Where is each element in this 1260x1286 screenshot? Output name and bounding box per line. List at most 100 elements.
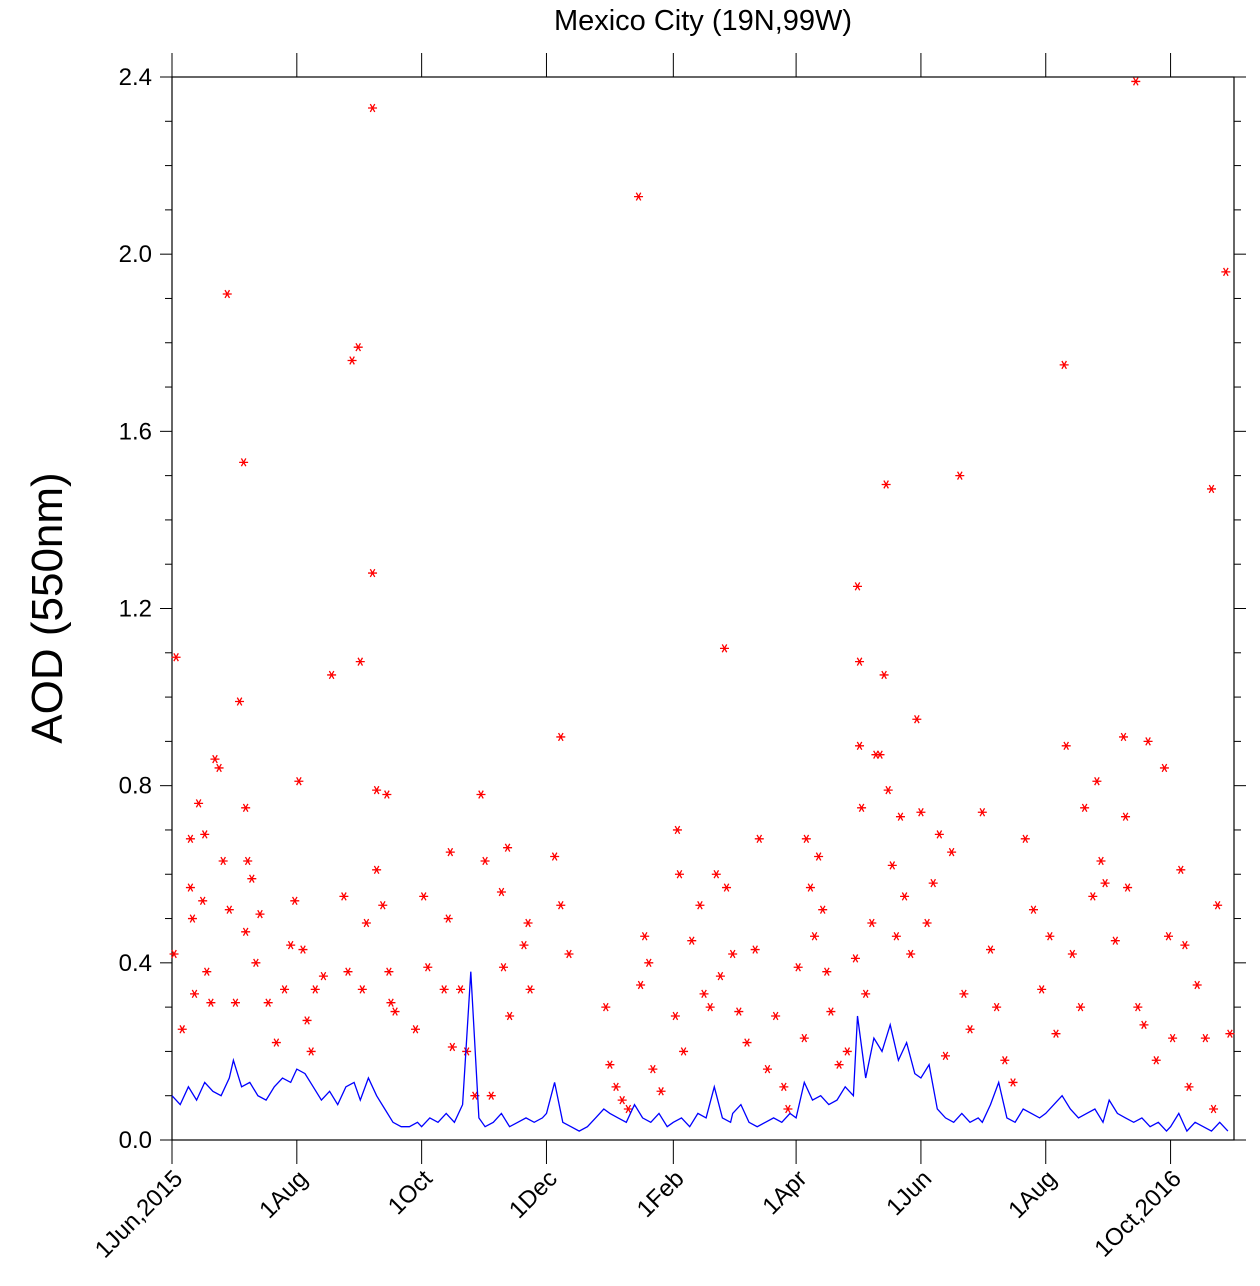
aod-point <box>318 971 328 981</box>
aod-point <box>648 1064 658 1074</box>
aod-point <box>855 657 865 666</box>
aod-point <box>887 861 897 870</box>
aod-point <box>556 732 566 742</box>
aod-point <box>386 998 396 1007</box>
aod-point <box>498 963 508 972</box>
x-tick-label: 1Oct <box>383 1165 438 1220</box>
aod-point <box>861 989 871 999</box>
aod-point <box>879 670 889 680</box>
aod-point <box>171 652 181 662</box>
aod-point <box>1213 901 1223 910</box>
aod-point <box>177 1025 187 1034</box>
aod-point <box>985 945 995 954</box>
aod-point <box>1088 892 1098 901</box>
aod-point <box>419 892 429 901</box>
aod-point <box>855 741 865 751</box>
aod-point <box>793 963 803 972</box>
aod-point <box>867 918 877 928</box>
aod-point <box>605 1060 615 1069</box>
aod-point <box>699 989 709 999</box>
x-tick-label: 1Apr <box>757 1165 812 1220</box>
aod-point <box>715 971 725 981</box>
aod-point <box>343 967 353 976</box>
aod-point <box>719 644 729 653</box>
aod-point <box>670 1011 680 1021</box>
aod-point <box>906 949 916 959</box>
aod-point <box>241 803 251 813</box>
aod-point <box>947 847 957 857</box>
aod-point <box>1067 949 1077 959</box>
aod-point <box>1059 360 1069 370</box>
aod-point <box>656 1087 666 1096</box>
x-tick-label: 1Jun,2015 <box>90 1165 188 1263</box>
aod-point <box>456 985 466 994</box>
aod-point <box>1164 932 1174 941</box>
chart-title: Mexico City (19N,99W) <box>554 5 852 37</box>
aod-point <box>202 967 212 976</box>
aod-point <box>169 949 179 959</box>
aod-point <box>881 480 891 489</box>
aod-point <box>928 878 938 888</box>
aod-point <box>1209 1104 1219 1114</box>
aod-point <box>672 825 682 835</box>
aod-point <box>750 945 760 954</box>
aod-point <box>1131 77 1141 86</box>
aod-point <box>799 1033 809 1043</box>
x-tick-label: 1Jun <box>881 1165 937 1221</box>
aod-point <box>1200 1033 1210 1043</box>
aod-point <box>1225 1029 1235 1038</box>
aod-point <box>357 985 367 994</box>
aod-point <box>640 932 650 941</box>
aod-point <box>445 847 455 857</box>
aod-point <box>617 1095 627 1105</box>
aod-point <box>754 834 764 844</box>
aod-point <box>634 192 644 201</box>
aod-point <box>779 1082 789 1092</box>
aod-point <box>550 852 560 861</box>
y-tick-label: 0.4 <box>119 950 152 977</box>
aod-point <box>916 808 926 817</box>
aod-point <box>1037 985 1047 994</box>
aod-point <box>556 901 566 910</box>
aod-point <box>263 998 273 1007</box>
aod-point <box>742 1038 752 1047</box>
aod-point <box>818 905 828 914</box>
x-tick-label: 1Aug <box>254 1165 313 1224</box>
aod-point <box>1159 763 1169 773</box>
aod-point <box>959 989 969 999</box>
aod-point <box>505 1011 515 1021</box>
aod-point <box>372 865 382 875</box>
aod-point <box>883 785 893 795</box>
aod-point <box>636 980 646 990</box>
aod-point <box>1092 777 1102 786</box>
aod-point <box>194 799 204 808</box>
aod-point <box>900 892 910 901</box>
aod-point <box>368 103 378 113</box>
aod-point <box>922 918 932 928</box>
aod-point <box>1123 883 1133 892</box>
aod-point <box>891 932 901 941</box>
aod-point <box>805 883 815 892</box>
aod-point <box>480 856 490 866</box>
aod-point <box>687 936 697 945</box>
aod-point <box>439 985 449 994</box>
aod-point <box>1139 1020 1149 1030</box>
aod-point <box>286 940 296 950</box>
aod-point <box>1143 737 1153 746</box>
aod-point <box>1076 1002 1086 1012</box>
aod-point <box>280 985 290 994</box>
aod-point <box>623 1104 633 1114</box>
aod-point <box>1008 1078 1018 1087</box>
aod-point <box>705 1002 715 1012</box>
aod-point <box>230 998 240 1007</box>
aod-point <box>200 830 210 839</box>
aod-point <box>235 697 245 706</box>
aod-point <box>290 896 300 906</box>
aod-point <box>1028 905 1038 914</box>
aod-point <box>679 1047 689 1056</box>
aod-point <box>382 790 392 799</box>
aod-point <box>353 342 363 352</box>
aod-point <box>1180 940 1190 950</box>
